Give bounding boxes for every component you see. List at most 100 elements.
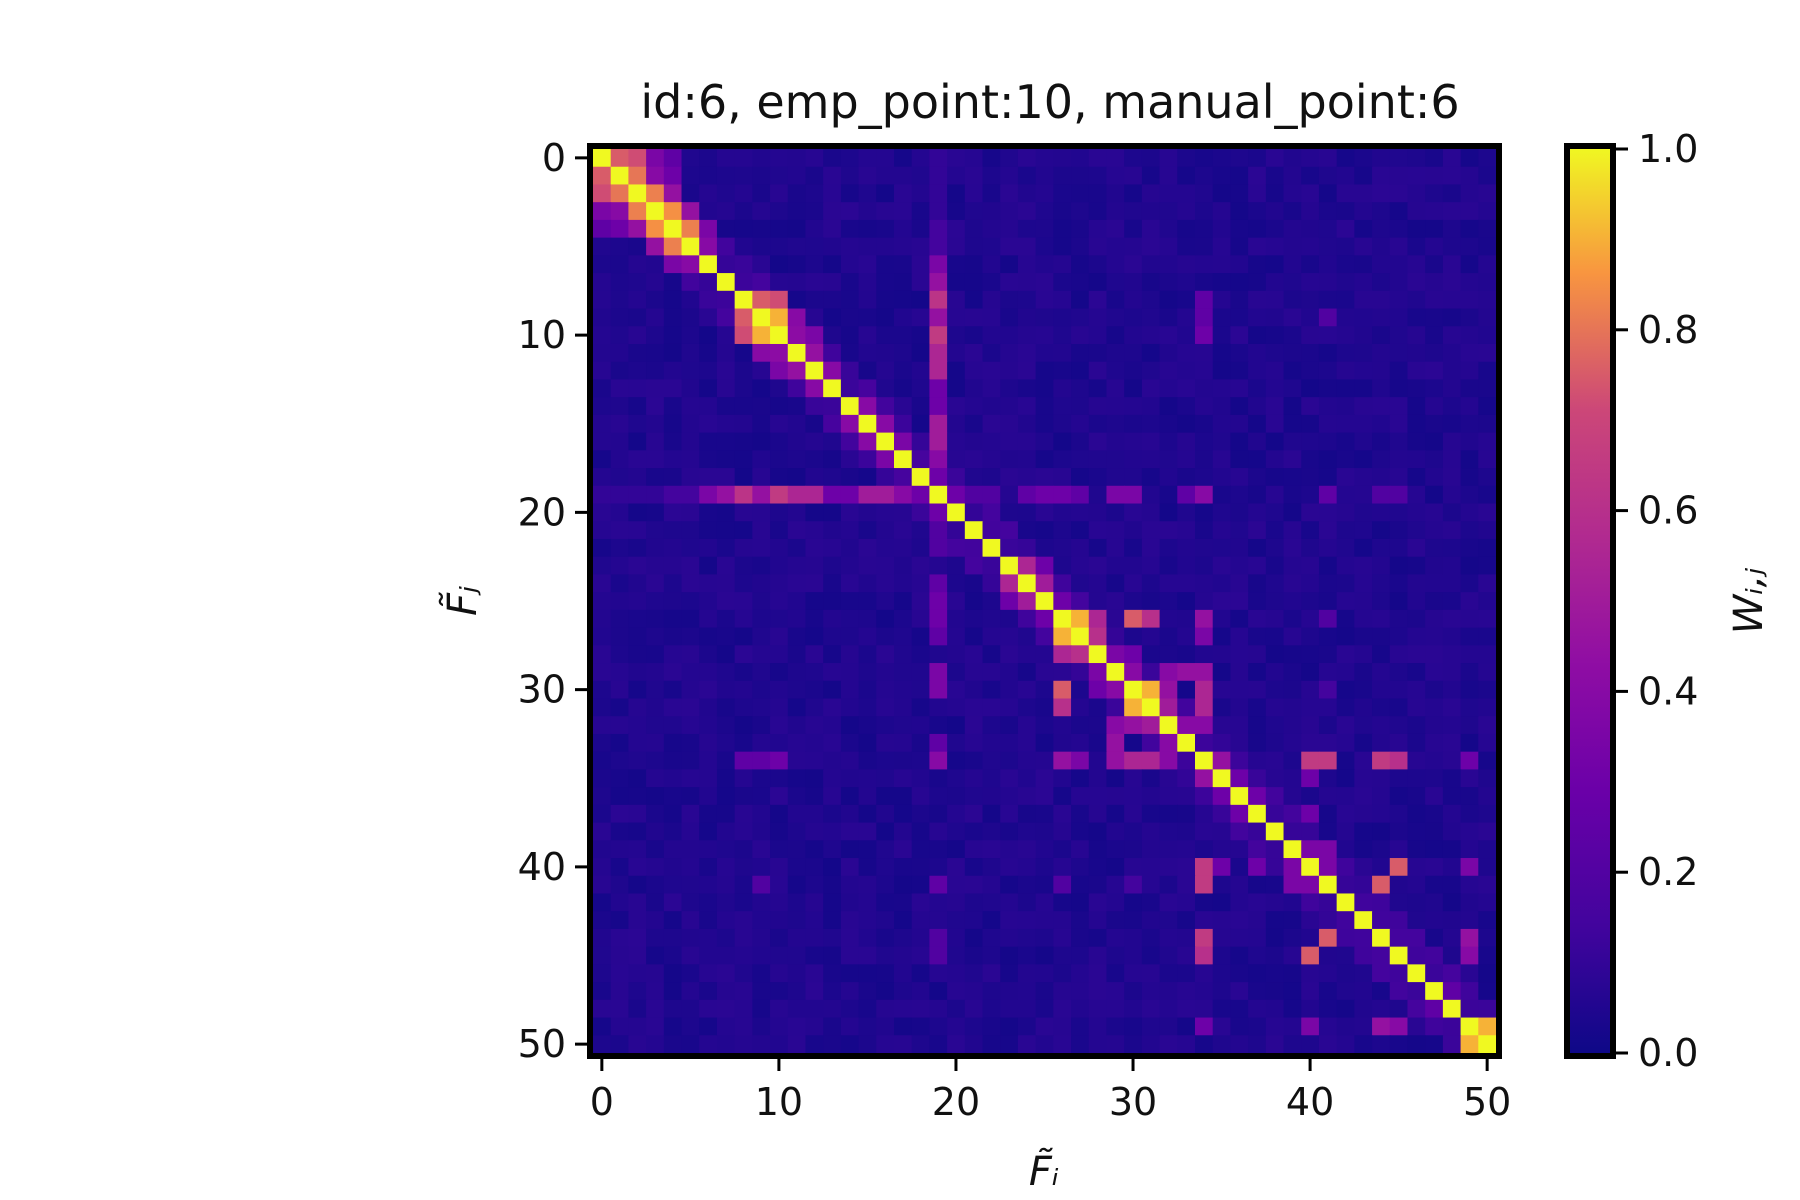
heatmap-cell (1141, 680, 1161, 700)
heatmap-cell (1177, 840, 1196, 859)
heatmap-cell (787, 592, 807, 611)
heatmap-cell (1336, 503, 1355, 522)
heatmap-cell (894, 698, 913, 717)
heatmap-cell (911, 556, 931, 576)
heatmap-cell (1318, 698, 1338, 717)
heatmap-cell (1124, 680, 1143, 700)
heatmap-cell (1071, 556, 1090, 576)
heatmap-cell (1212, 982, 1232, 1001)
heatmap-cell (911, 893, 931, 912)
heatmap-cell (1106, 858, 1125, 877)
heatmap-cell (1389, 999, 1409, 1019)
heatmap-cell (1177, 999, 1196, 1019)
heatmap-cell (805, 982, 824, 1001)
heatmap-cell (1301, 485, 1320, 505)
heatmap-cell (770, 414, 789, 434)
heatmap-cell (1088, 840, 1108, 859)
heatmap-cell (1195, 397, 1214, 416)
heatmap-cell (1478, 804, 1497, 824)
heatmap-cell (1372, 627, 1391, 646)
heatmap-cell (964, 698, 984, 717)
heatmap-cell (1248, 255, 1267, 274)
heatmap-cell (610, 468, 630, 487)
heatmap-cell (1141, 716, 1161, 735)
heatmap-cell (628, 290, 647, 310)
heatmap-cell (1177, 255, 1196, 274)
heatmap-cell (823, 219, 842, 239)
heatmap-cell (1248, 521, 1267, 540)
heatmap-cell (911, 769, 931, 788)
heatmap-cell (1124, 982, 1143, 1001)
heatmap-cell (1265, 521, 1285, 540)
heatmap-cell (1336, 1035, 1355, 1054)
heatmap-cell (752, 946, 771, 965)
heatmap-cell (823, 698, 842, 717)
colorbar (1564, 143, 1616, 1059)
heatmap-cell (1389, 574, 1409, 593)
heatmap-cell (1425, 663, 1444, 682)
heatmap-cell (1230, 468, 1249, 487)
heatmap-cell (823, 999, 842, 1019)
heatmap-cell (858, 1035, 877, 1054)
heatmap-cell (1035, 627, 1054, 646)
heatmap-cell (1141, 858, 1161, 877)
heatmap-cell (734, 255, 753, 274)
heatmap-cell (1248, 698, 1267, 717)
heatmap-cell (1071, 716, 1090, 735)
heatmap-cell (1071, 787, 1090, 806)
heatmap-cell (1478, 928, 1497, 948)
heatmap-cell (964, 751, 984, 770)
heatmap-cell (982, 822, 1001, 841)
heatmap-cell (964, 166, 984, 186)
heatmap-cell (628, 733, 647, 753)
heatmap-cell (1389, 361, 1409, 381)
colorbar-tick-label: 0.4 (1638, 669, 1698, 713)
heatmap-cell (947, 343, 966, 363)
heatmap-cell (1283, 379, 1302, 398)
heatmap-cell (1212, 946, 1232, 965)
heatmap-cell (947, 982, 966, 1001)
heatmap-cell (947, 397, 966, 416)
heatmap-cell (1071, 733, 1090, 753)
heatmap-cell (1283, 273, 1302, 292)
heatmap-cell (1283, 361, 1302, 381)
heatmap-cell (1230, 326, 1249, 345)
heatmap-cell (699, 787, 718, 806)
heatmap-cell (805, 875, 824, 895)
heatmap-cell (699, 468, 718, 487)
heatmap-cell (1195, 698, 1214, 717)
heatmap-cell (929, 166, 948, 186)
heatmap-cell (734, 1035, 753, 1054)
heatmap-cell (1425, 911, 1444, 930)
heatmap-cell (610, 450, 630, 469)
heatmap-cell (1141, 450, 1161, 469)
heatmap-cell (1177, 627, 1196, 646)
heatmap-cell (876, 521, 895, 540)
heatmap-cell (1460, 733, 1479, 753)
heatmap-cell (1053, 893, 1072, 912)
heatmap-cell (770, 538, 789, 558)
heatmap-cell (1354, 326, 1373, 345)
heatmap-cell (964, 1035, 984, 1054)
heatmap-cell (1124, 503, 1143, 522)
heatmap-cell (646, 432, 665, 451)
heatmap-cell (929, 503, 948, 522)
heatmap-cell (787, 663, 807, 682)
heatmap-cell (947, 875, 966, 895)
heatmap-cell (1000, 716, 1019, 735)
heatmap-cell (1478, 982, 1497, 1001)
heatmap-cell (1283, 290, 1302, 310)
heatmap-cell (1230, 875, 1249, 895)
heatmap-cell (593, 609, 612, 629)
heatmap-cell (787, 645, 807, 664)
heatmap-cell (716, 556, 736, 576)
heatmap-cell (1248, 645, 1267, 664)
heatmap-cell (752, 733, 771, 753)
heatmap-cell (858, 964, 877, 983)
heatmap-cell (1053, 1017, 1072, 1036)
heatmap-cell (805, 397, 824, 416)
heatmap-cell (734, 184, 753, 203)
heatmap-cell (1000, 1035, 1019, 1054)
heatmap-cell (894, 999, 913, 1019)
heatmap-cell (1372, 149, 1391, 168)
